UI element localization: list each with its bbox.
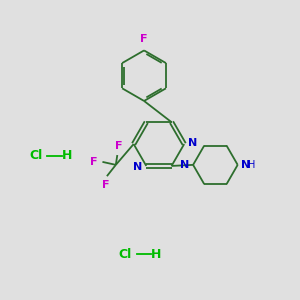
Text: F: F [91,157,98,167]
Text: F: F [102,180,109,190]
Text: N: N [241,160,250,170]
Text: F: F [140,34,148,44]
Text: Cl: Cl [29,149,42,162]
Text: F: F [115,142,122,152]
Text: N: N [180,160,190,170]
Text: N: N [188,138,197,148]
Text: H: H [152,248,162,260]
Text: H: H [248,160,256,170]
Text: Cl: Cl [118,248,131,260]
Text: H: H [62,149,73,162]
Text: N: N [133,162,142,172]
